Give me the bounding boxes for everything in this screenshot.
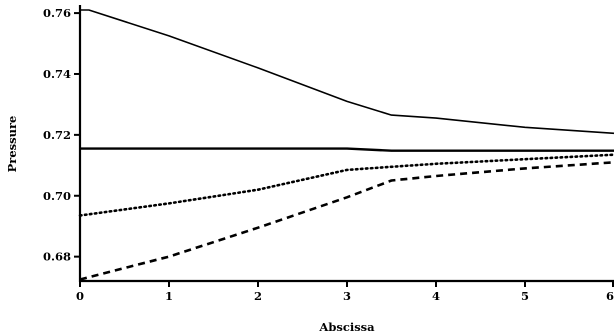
y-axis-ticks: 0.68 0.70 0.72 0.74 0.76 — [43, 6, 80, 264]
y-tick-label: 0.72 — [43, 128, 71, 142]
x-tick-label: 1 — [165, 289, 173, 303]
x-axis-title: Abscissa — [318, 320, 375, 334]
y-tick-label: 0.70 — [43, 189, 71, 203]
y-axis-title: Pressure — [5, 116, 19, 173]
y-tick-label: 0.74 — [43, 67, 71, 81]
y-tick-label: 0.76 — [43, 6, 71, 20]
x-tick-label: 4 — [432, 289, 440, 303]
x-tick-label: 3 — [343, 289, 351, 303]
series-line-3-dotted — [78, 153, 616, 217]
axes — [78, 5, 614, 283]
y-tick-label: 0.68 — [43, 250, 71, 264]
plot-area — [78, 9, 616, 281]
x-tick-label: 2 — [254, 289, 262, 303]
series-line-2-solid-thick — [80, 147, 614, 152]
x-tick-label: 5 — [521, 289, 529, 303]
series-line-1-solid — [80, 9, 615, 135]
series-line-4-dashed — [79, 161, 615, 281]
x-tick-label: 6 — [606, 289, 614, 303]
x-tick-label: 0 — [76, 289, 84, 303]
x-axis-ticks: 0 1 2 3 4 5 6 — [76, 281, 614, 303]
